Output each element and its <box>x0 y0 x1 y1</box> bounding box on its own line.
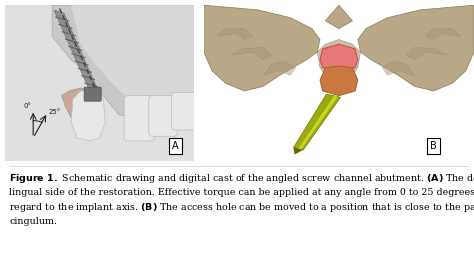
Polygon shape <box>52 5 194 122</box>
FancyBboxPatch shape <box>149 96 177 136</box>
Polygon shape <box>5 5 194 161</box>
Text: B: B <box>430 141 437 151</box>
Polygon shape <box>204 5 474 161</box>
FancyBboxPatch shape <box>84 87 101 101</box>
Polygon shape <box>204 5 320 91</box>
Polygon shape <box>231 47 271 60</box>
Polygon shape <box>71 91 105 141</box>
Text: A: A <box>172 141 179 151</box>
FancyBboxPatch shape <box>172 93 198 130</box>
Polygon shape <box>263 61 296 75</box>
Text: 25°: 25° <box>48 109 61 115</box>
Polygon shape <box>299 96 338 149</box>
Polygon shape <box>317 40 361 80</box>
Polygon shape <box>217 29 253 40</box>
Polygon shape <box>320 44 358 71</box>
Text: 0°: 0° <box>24 103 32 109</box>
Text: $\mathbf{Figure\ 1.}$ Schematic drawing and digital cast of the angled screw cha: $\mathbf{Figure\ 1.}$ Schematic drawing … <box>9 171 474 226</box>
Polygon shape <box>54 10 100 94</box>
Polygon shape <box>71 5 194 107</box>
Polygon shape <box>425 29 460 40</box>
FancyBboxPatch shape <box>124 96 155 141</box>
Polygon shape <box>320 66 358 96</box>
Polygon shape <box>293 94 341 150</box>
Polygon shape <box>382 61 415 75</box>
Polygon shape <box>325 5 352 29</box>
Polygon shape <box>90 91 100 100</box>
Polygon shape <box>62 88 100 122</box>
Polygon shape <box>406 47 447 60</box>
Polygon shape <box>358 5 474 91</box>
Polygon shape <box>293 148 303 154</box>
